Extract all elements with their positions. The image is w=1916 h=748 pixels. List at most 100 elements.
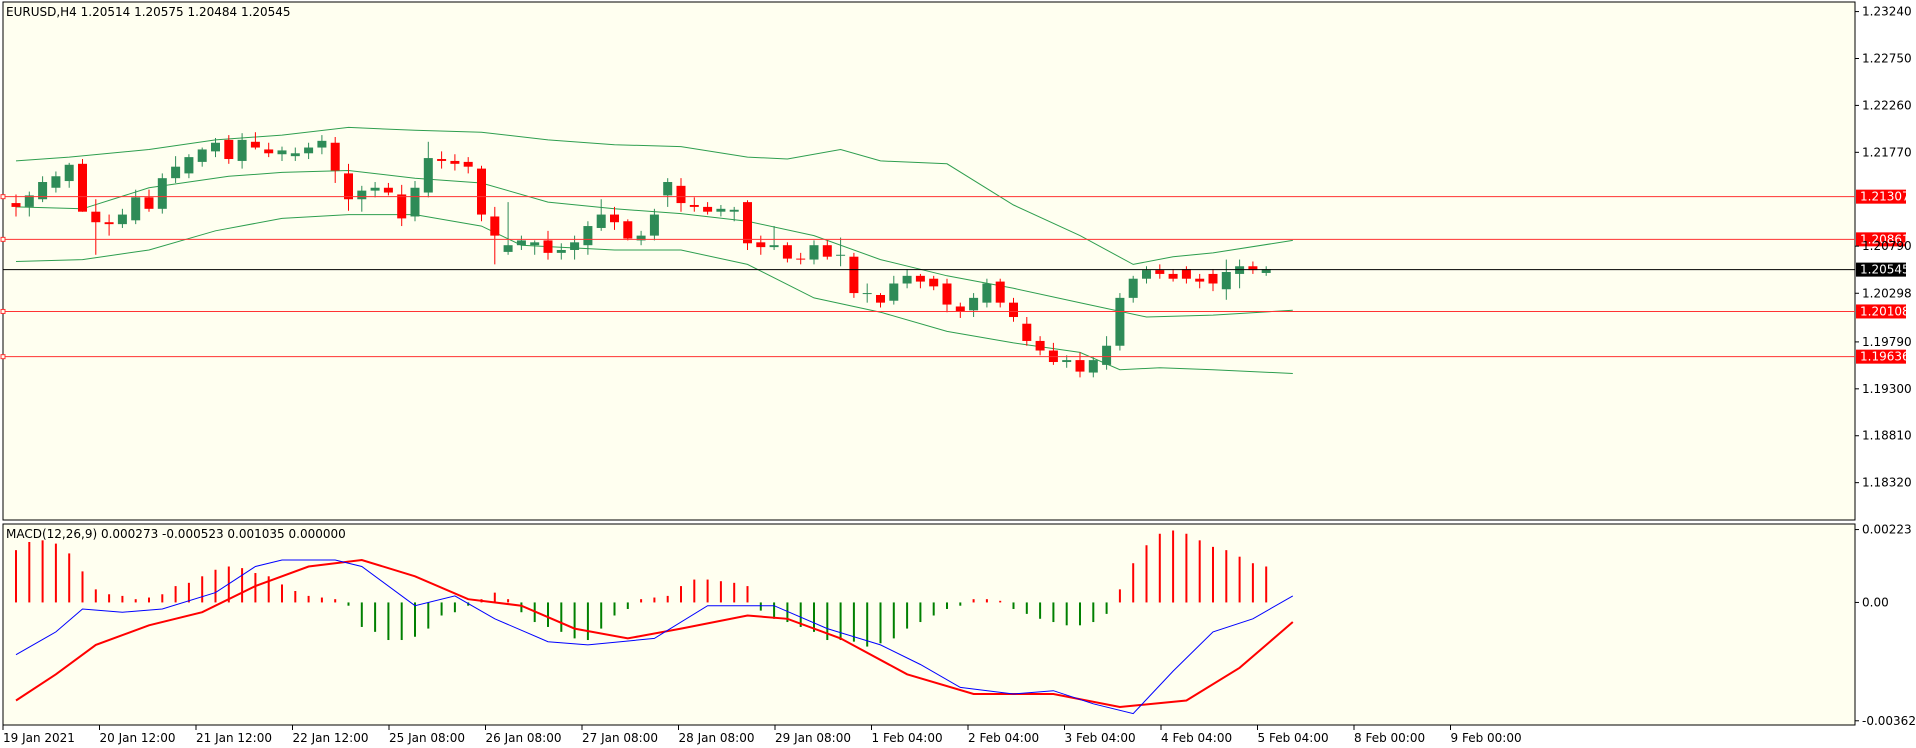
level-label-bg xyxy=(1856,304,1906,319)
candle-body xyxy=(211,142,220,152)
candle-body xyxy=(1009,302,1018,318)
candle-body xyxy=(370,187,380,191)
candle-body xyxy=(530,242,540,246)
time-tick-label: 8 Feb 00:00 xyxy=(1354,731,1425,745)
macd-panel-title: MACD(12,26,9) 0.000273 -0.000523 0.00103… xyxy=(6,527,346,541)
level-label: 1.20108 xyxy=(1860,304,1910,318)
candle-body xyxy=(1088,360,1098,373)
candle-body xyxy=(51,176,61,188)
price-tick-label: 1.19300 xyxy=(1862,382,1912,396)
candle-body xyxy=(915,275,925,282)
candle-body xyxy=(649,214,659,236)
level-label: 1.21307 xyxy=(1860,190,1910,204)
candle-body xyxy=(1075,360,1085,372)
candle-body xyxy=(1035,340,1045,351)
candle-body xyxy=(184,157,194,174)
candle-body xyxy=(1181,269,1191,279)
level-label-bg xyxy=(1856,232,1906,247)
candle-body xyxy=(583,226,593,246)
time-tick-label: 25 Jan 08:00 xyxy=(389,731,465,745)
candle-body xyxy=(1155,270,1165,274)
candle-body xyxy=(663,182,673,196)
candle-body xyxy=(1208,273,1218,284)
candle-body xyxy=(676,185,686,204)
time-tick-label: 19 Jan 2021 xyxy=(3,731,75,745)
candle-body xyxy=(197,149,207,162)
level-handle xyxy=(0,308,6,314)
candle-body xyxy=(716,208,726,212)
candle-body xyxy=(849,256,859,294)
candle-body xyxy=(157,178,167,209)
candle-body xyxy=(104,222,114,225)
candle-body xyxy=(822,245,832,257)
candle-body xyxy=(224,139,234,160)
candle-body xyxy=(171,166,181,179)
candle-body xyxy=(1195,278,1205,282)
time-tick-label: 2 Feb 04:00 xyxy=(968,731,1039,745)
level-label: 1.19636 xyxy=(1860,350,1910,364)
candle-body xyxy=(264,149,274,154)
candle-body xyxy=(397,194,407,219)
time-tick-label: 20 Jan 12:00 xyxy=(100,731,176,745)
candle-body xyxy=(862,293,872,295)
candle-body xyxy=(689,204,699,207)
candle-body xyxy=(423,158,433,193)
candle-body xyxy=(144,197,154,209)
candle-body xyxy=(610,214,619,223)
candle-body xyxy=(317,140,327,148)
candle-body xyxy=(1142,270,1151,279)
candle-body xyxy=(11,203,21,207)
candle-body xyxy=(503,245,513,252)
time-axis: 19 Jan 2021 20 Jan 12:00 21 Jan 12:00 22 Ja… xyxy=(2,725,1522,745)
candle-body xyxy=(290,153,300,157)
macd-tick-label: 0.00 xyxy=(1862,595,1889,609)
price-tick-label: 1.20298 xyxy=(1862,286,1912,300)
candle-body xyxy=(450,160,460,164)
macd-tick-label: 0.00223 xyxy=(1862,523,1912,537)
candle-body xyxy=(969,297,979,311)
macd-indicator xyxy=(15,530,1294,715)
candle-body xyxy=(91,211,101,223)
main-panel-area[interactable] xyxy=(2,1,1856,521)
candle-body xyxy=(477,168,486,215)
candle-body xyxy=(982,283,992,303)
candle-body xyxy=(876,294,885,303)
candle-body xyxy=(131,197,141,221)
candle-body xyxy=(1115,297,1125,346)
time-tick-label: 26 Jan 08:00 xyxy=(486,731,562,745)
candle-body xyxy=(1022,323,1032,341)
level-handle xyxy=(0,354,6,360)
candle-body xyxy=(889,283,899,301)
price-tick-label: 1.18320 xyxy=(1862,476,1912,490)
price-tick-label: 1.20790 xyxy=(1862,239,1912,253)
candle-body xyxy=(929,278,939,287)
candle-body xyxy=(437,159,447,161)
candle-body xyxy=(64,164,74,182)
level-label-bg xyxy=(1856,189,1906,204)
candle-body xyxy=(490,216,500,236)
candles xyxy=(11,132,1271,378)
candle-body xyxy=(729,209,739,212)
price-tick-label: 1.22750 xyxy=(1862,51,1912,65)
candle-body xyxy=(24,195,34,207)
time-tick-label: 9 Feb 00:00 xyxy=(1451,731,1522,745)
macd-panel-area[interactable] xyxy=(2,523,1856,726)
candle-body xyxy=(809,245,819,260)
level-handle xyxy=(0,194,6,200)
candle-body xyxy=(596,214,606,228)
candle-body xyxy=(796,258,806,260)
candle-body xyxy=(1128,278,1138,298)
price-tick-label: 1.18810 xyxy=(1862,429,1912,443)
band-middle-line xyxy=(15,169,1293,318)
candle-body xyxy=(556,249,566,253)
candle-body xyxy=(117,214,127,225)
candle-body xyxy=(836,254,846,256)
time-tick-label: 1 Feb 04:00 xyxy=(872,731,943,745)
candle-body xyxy=(623,221,633,239)
main-panel-title: EURUSD,H4 1.20514 1.20575 1.20484 1.2054… xyxy=(6,5,291,19)
candle-body xyxy=(237,139,247,161)
horizontal-levels[interactable]: 1.21307 1.20861 1.20108 1.19636 1.20545 xyxy=(0,189,1910,364)
